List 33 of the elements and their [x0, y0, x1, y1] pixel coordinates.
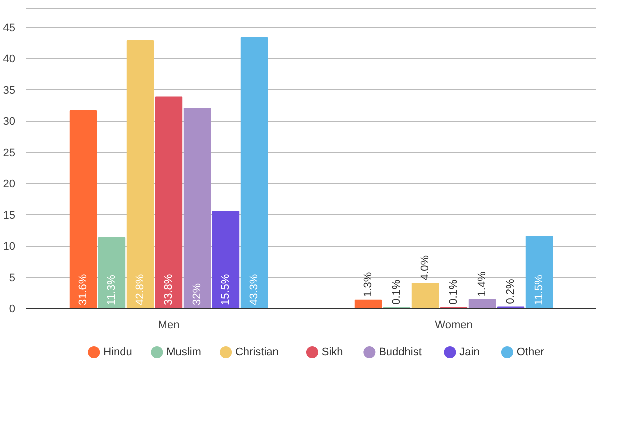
- legend-label: Other: [516, 346, 545, 358]
- data-label: 11.3%: [106, 274, 118, 306]
- y-tick-label: 5: [9, 272, 16, 284]
- y-tick-label: 45: [3, 22, 16, 34]
- legend-label: Muslim: [166, 346, 202, 358]
- y-tick-label: 0: [9, 304, 16, 316]
- y-tick-label: 15: [3, 210, 16, 222]
- data-label: 31.6%: [78, 274, 90, 306]
- data-label: 1.3%: [362, 272, 374, 298]
- data-label: 15.5%: [220, 274, 232, 306]
- legend-label: Buddhist: [379, 346, 422, 358]
- legend-label: Christian: [235, 346, 279, 358]
- y-tick-label: 35: [3, 84, 16, 97]
- data-label: 32%: [192, 283, 204, 306]
- data-label: 0.1%: [391, 280, 403, 305]
- data-label: 0.1%: [448, 280, 460, 305]
- y-tick-label: 30: [3, 116, 16, 128]
- x-tick-label: Men: [158, 320, 180, 332]
- data-label: 43.3%: [248, 274, 260, 306]
- data-label: 0.2%: [505, 278, 517, 304]
- y-tick-label: 10: [3, 241, 16, 253]
- data-label: 11.5%: [534, 274, 546, 306]
- x-tick-label: Women: [435, 320, 473, 332]
- y-tick-label: 40: [3, 54, 16, 66]
- data-label: 33.8%: [163, 274, 175, 306]
- y-tick-label: 25: [3, 147, 16, 160]
- data-label: 1.4%: [476, 271, 488, 297]
- legend-label: Hindu: [104, 346, 132, 358]
- data-label: 42.8%: [134, 274, 146, 306]
- y-tick-label: 20: [3, 178, 16, 190]
- legend-label: Jain: [460, 346, 480, 358]
- data-label: 4.0%: [420, 255, 432, 280]
- legend-label: Sikh: [322, 346, 344, 358]
